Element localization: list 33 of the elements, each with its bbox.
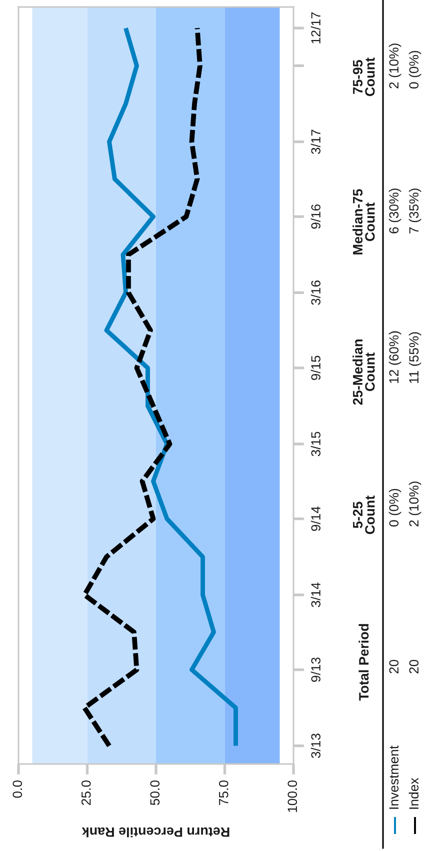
text: 20 [389,660,399,674]
x-tick-label: 75.0 [218,780,228,805]
text: 2 (10%) [408,482,422,526]
text: 7 (35%) [408,188,422,234]
x-axis-title: Return Percentile Rank [82,827,230,838]
text: 5-25 Count [352,496,375,534]
y-tick-label: 3/14 [310,582,320,608]
y-tick-label: 9/13 [310,658,320,682]
x-tick-label: 0.0 [12,780,22,798]
text: 12 (60%) [388,331,402,383]
text: 11 (55%) [408,332,422,383]
text: Total Period [358,624,369,701]
text: Median-75 Count [352,189,375,254]
text: Investment [389,746,399,809]
text: 75-95 Count [352,58,375,96]
text: Index [408,778,419,809]
text: 6 (30%) [388,188,402,234]
y-tick-label: 9/15 [310,356,320,380]
text: 0 (0%) [388,488,402,526]
y-tick-label: 3/15 [310,432,320,456]
y-tick-label: 12/17 [310,12,320,44]
text: 25-Median Count [352,340,375,405]
text: 0 (0%) [408,50,422,88]
y-tick-label: 3/13 [310,734,320,758]
x-tick-label: 50.0 [150,780,160,806]
text: 2 (10%) [388,44,402,88]
y-tick-label: 9/16 [310,204,320,229]
x-tick-label: 100.0 [288,780,298,812]
y-tick-label: 9/14 [310,506,320,531]
y-tick-label: 3/16 [310,280,320,305]
y-tick-label: 3/17 [310,130,320,154]
text: 20 [409,660,419,674]
x-tick-label: 25.0 [81,780,91,805]
